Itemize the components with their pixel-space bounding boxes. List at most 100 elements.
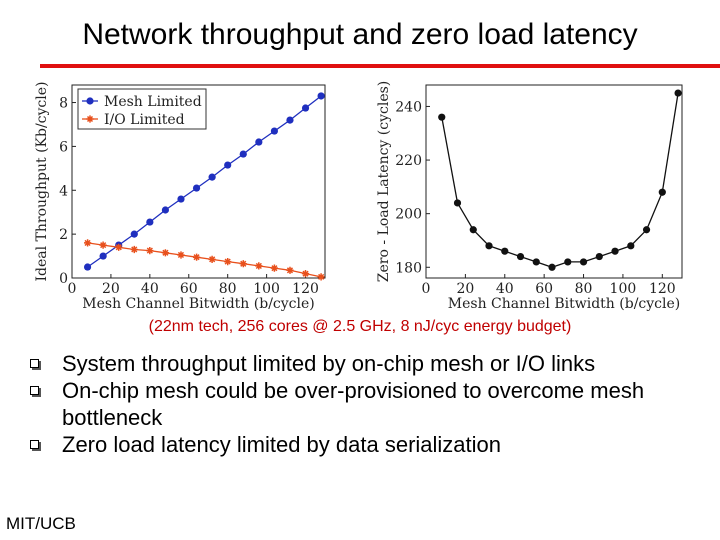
data-point [208,255,216,263]
legend-label: I/O Limited [104,112,185,128]
bullet-item: System throughput limited by on-chip mes… [30,350,710,377]
title-rule [40,64,720,68]
data-point [130,245,138,254]
data-point [286,266,294,274]
data-point [192,184,201,192]
data-point [193,253,201,261]
throughput-chart: 0 20 40 60 80 100 120 0 2 4 6 8 Mesh Channel Bitwidt… [34,82,326,312]
data-point [255,138,263,146]
data-point [453,199,462,207]
data-point [161,206,170,214]
y-tick-label: 0 [59,271,68,287]
data-point [674,89,682,97]
data-point [224,258,232,266]
data-point [516,252,525,261]
x-tick-label: 120 [649,281,676,297]
data-point [438,113,446,121]
x-axis-label: Mesh Channel Bitwidth (b/cycle) [448,296,680,312]
data-point [317,92,325,100]
data-point [595,252,603,261]
data-point [161,249,169,257]
bullet-text: System throughput limited by on-chip mes… [62,351,596,376]
data-point [501,247,509,255]
data-point [301,104,310,112]
checkbox-bullet-icon [30,440,39,449]
data-point [239,150,247,158]
footer-label: MIT/UCB [6,514,76,533]
charts: 0 20 40 60 80 100 120 0 2 4 6 8 Mesh Channel Bitwidt… [34,81,683,312]
data-point [239,260,247,268]
data-point [564,258,572,266]
data-point [99,241,107,249]
x-tick-label: 100 [253,281,280,297]
y-tick-label: 6 [59,139,68,155]
data-point [208,173,216,181]
y-tick-label: 220 [395,153,422,169]
x-tick-label: 20 [102,281,120,297]
data-point [317,273,325,281]
bullet-item: On-chip mesh could be over-provisioned t… [30,377,710,431]
data-point [130,230,138,238]
x-tick-label: 40 [496,281,514,297]
x-axis-label: Mesh Channel Bitwidth (b/cycle) [82,296,314,312]
data-point [115,243,123,251]
series-line [87,95,322,268]
x-tick-label: 40 [141,281,159,297]
y-tick-label: 8 [59,96,68,112]
bullet-item: Zero load latency limited by data serial… [30,431,710,458]
bullet-list: System throughput limited by on-chip mes… [30,350,710,458]
latency-chart: 0 20 40 60 80 100 120 180 200 220 240 Mesh Channel … [376,81,683,312]
y-tick-label: 2 [59,227,68,243]
data-point [548,263,556,271]
y-tick-label: 200 [395,207,422,223]
y-tick-label: 4 [59,183,68,199]
data-point [658,188,666,196]
checkbox-bullet-icon [30,386,39,395]
data-point [270,264,278,272]
x-tick-label: 0 [68,281,77,297]
x-tick-label: 80 [575,281,593,297]
plot-frame [71,84,326,279]
data-point [224,161,232,169]
series-line [441,92,679,268]
x-tick-label: 20 [456,281,474,297]
bullet-text: On-chip mesh could be over-provisioned t… [62,378,645,430]
data-point [84,239,92,247]
x-tick-label: 60 [180,281,198,297]
slide-title: Network throughput and zero load latency [82,18,638,51]
data-point [99,252,107,260]
x-tick-label: 60 [535,281,553,297]
chart-caption: (22nm tech, 256 cores @ 2.5 GHz, 8 nJ/cy… [148,318,572,335]
data-point [469,226,477,234]
data-point [301,270,310,278]
data-point [286,116,294,124]
legend-box [77,88,207,130]
x-tick-label: 100 [610,281,637,297]
data-point [611,247,619,255]
series-line [87,242,322,278]
data-point [485,242,493,250]
data-point [146,247,154,255]
data-point [532,258,540,266]
y-axis-label: Zero - Load Latency (cycles) [376,81,392,282]
checkbox-bullet-icon [30,359,39,368]
x-tick-label: 80 [219,281,237,297]
data-point [83,263,92,271]
y-axis-label: Ideal Throughput (Kb/cycle) [34,82,50,282]
x-tick-label: 120 [292,281,319,297]
data-point [177,195,185,203]
data-point [579,258,588,266]
data-point [627,242,635,250]
legend-label: Mesh Limited [104,94,202,110]
legend-marker [86,115,94,123]
data-point [642,226,651,234]
x-tick-label: 0 [422,281,431,297]
data-point [146,218,154,226]
plot-frame [425,84,683,279]
legend-marker [86,97,94,105]
y-tick-label: 240 [395,99,422,115]
bullet-text: Zero load latency limited by data serial… [62,432,502,457]
y-tick-label: 180 [395,260,422,276]
data-point [177,251,185,259]
data-point [255,262,263,270]
